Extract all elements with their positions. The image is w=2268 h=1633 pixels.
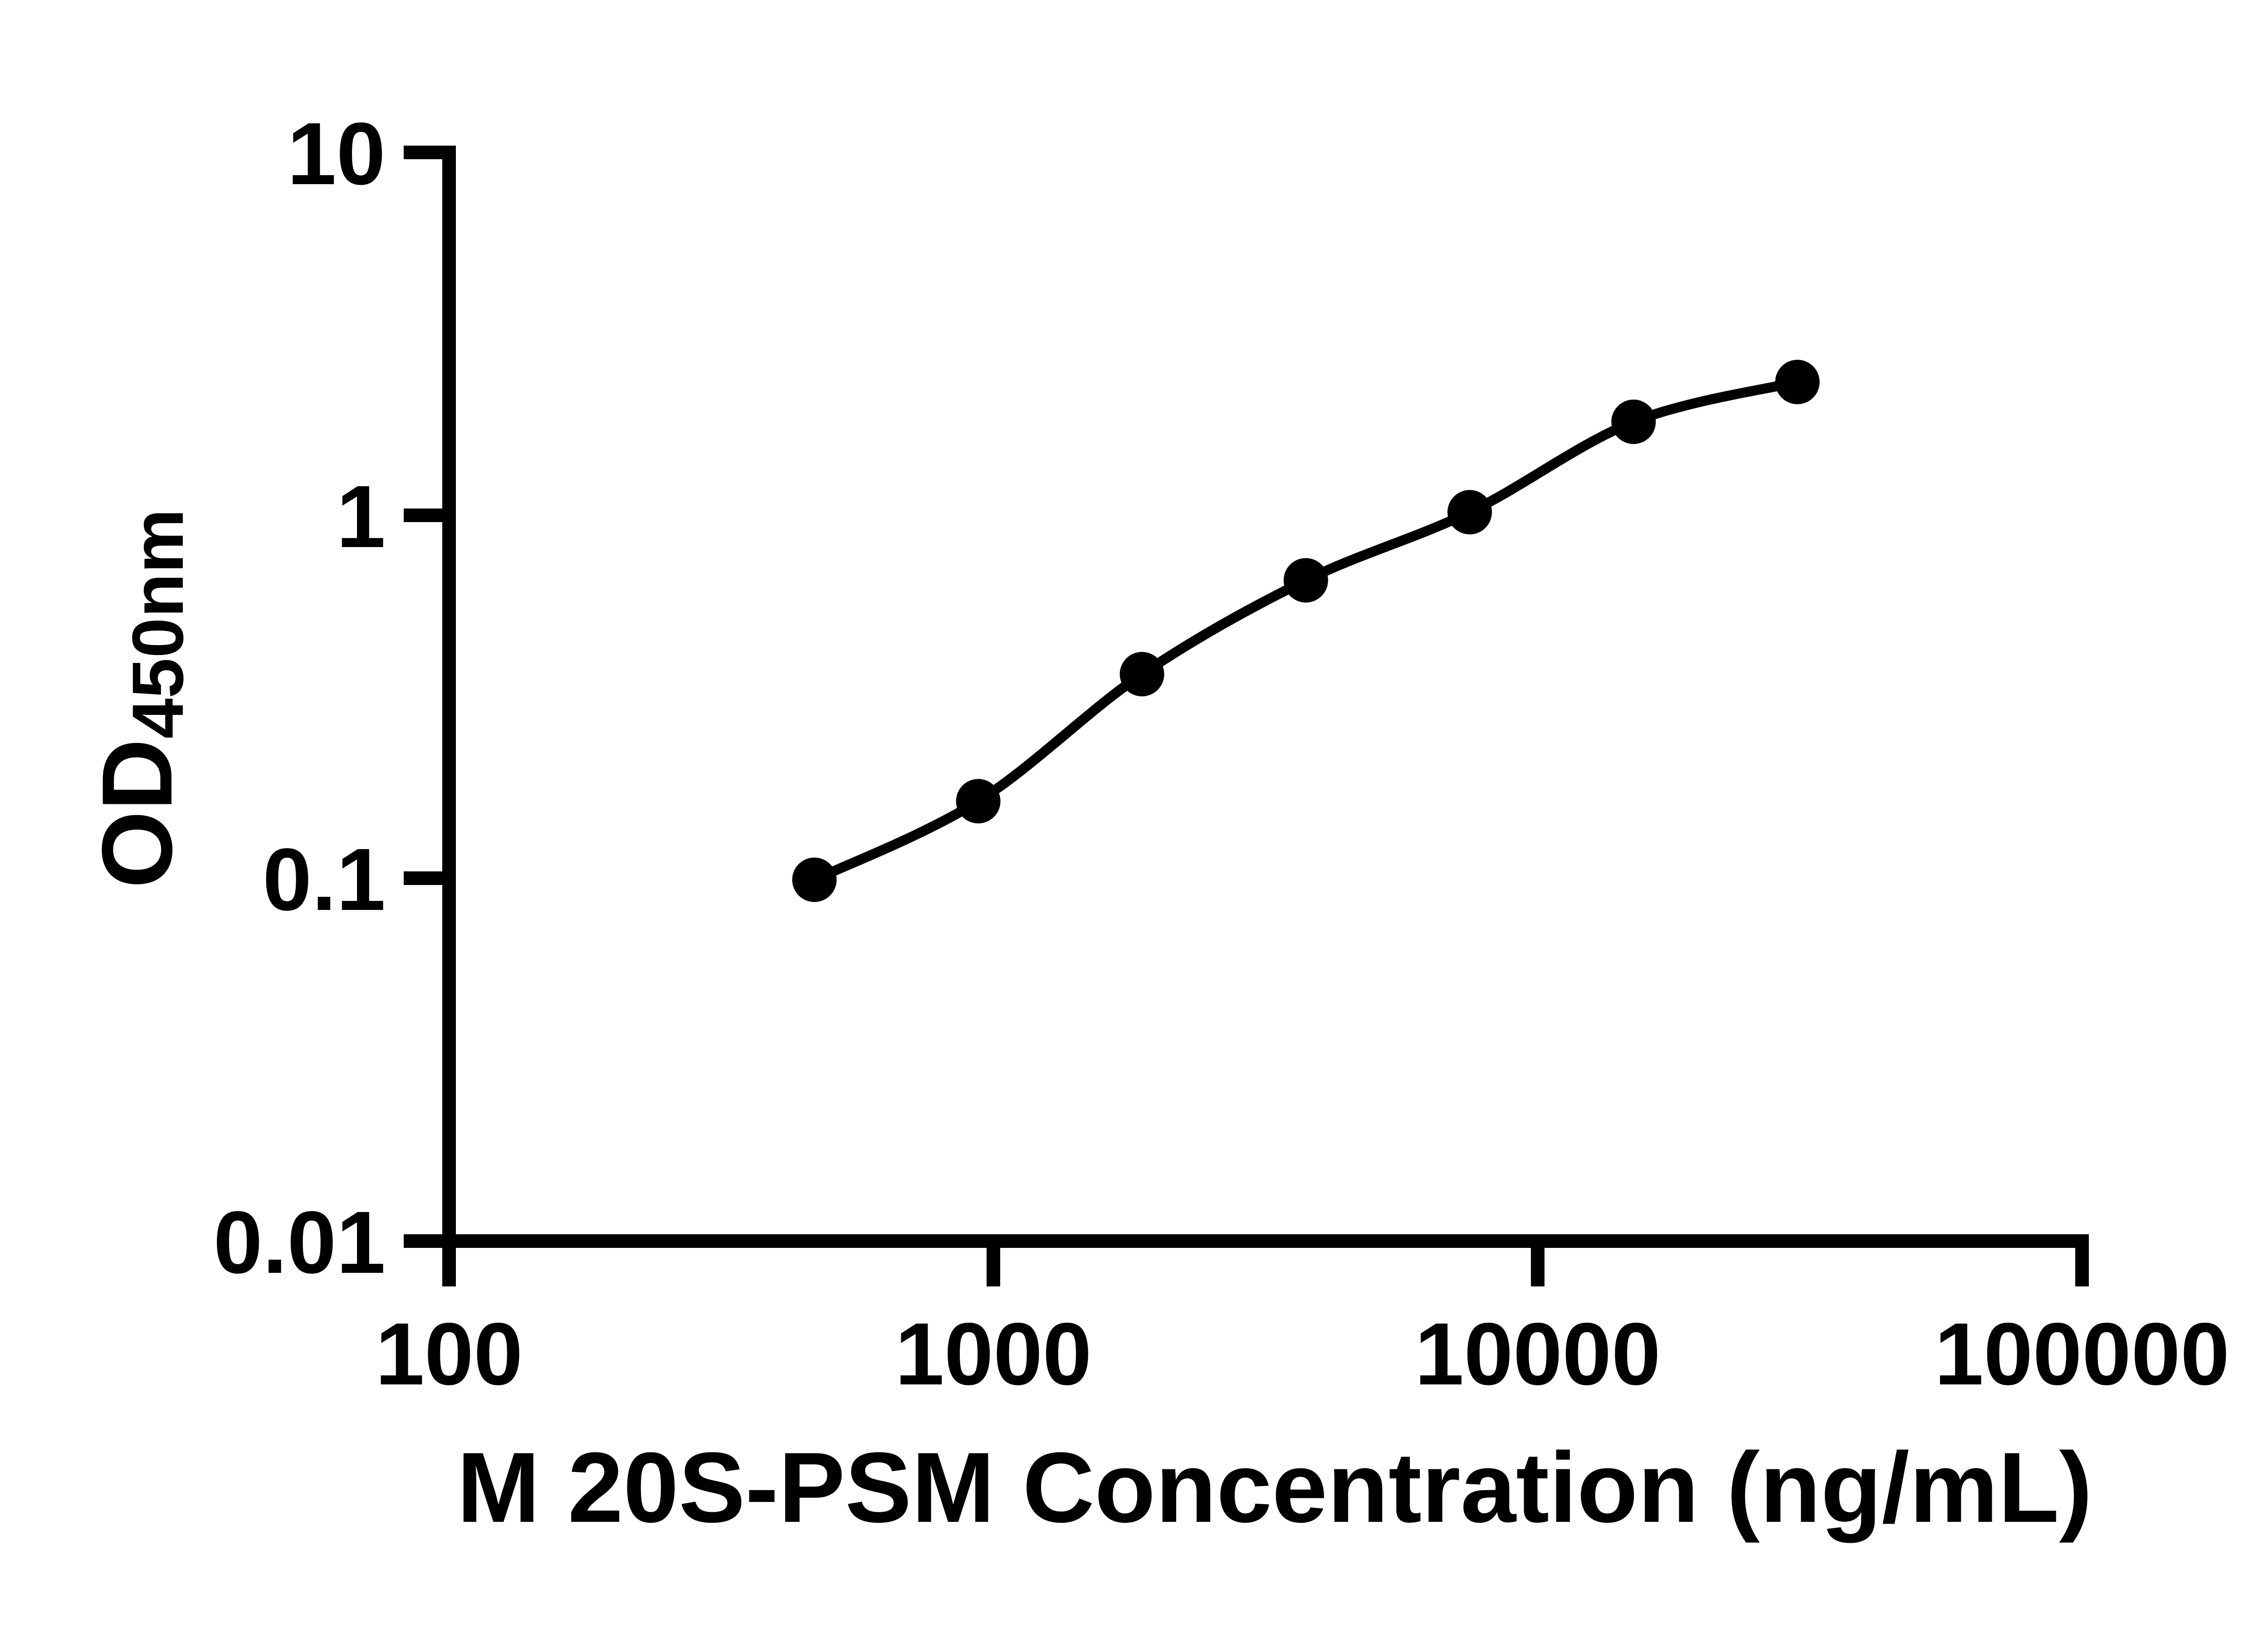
data-point	[956, 779, 1001, 824]
x-tick-label: 10000	[1415, 1305, 1661, 1403]
y-tick-label: 1	[337, 467, 386, 566]
y-axis-title-subscript: 450nm	[117, 508, 198, 739]
x-axis-title: M 20S-PSM Concentration (ng/mL)	[457, 1432, 2092, 1543]
x-tick-label: 100000	[1935, 1305, 2230, 1403]
y-tick-label: 0.1	[263, 830, 386, 929]
data-point	[792, 857, 837, 902]
y-axis-title: OD450nm	[81, 509, 198, 889]
y-tick-label: 0.01	[213, 1193, 386, 1292]
data-point	[1447, 490, 1492, 535]
x-tick-label: 100	[375, 1305, 523, 1403]
data-point	[1283, 558, 1328, 603]
data-point	[1119, 652, 1164, 697]
y-tick-label: 10	[287, 104, 386, 203]
data-point	[1775, 360, 1820, 405]
x-tick-label: 1000	[895, 1305, 1092, 1403]
y-axis-title-main: OD	[81, 738, 193, 889]
data-point	[1611, 399, 1656, 444]
